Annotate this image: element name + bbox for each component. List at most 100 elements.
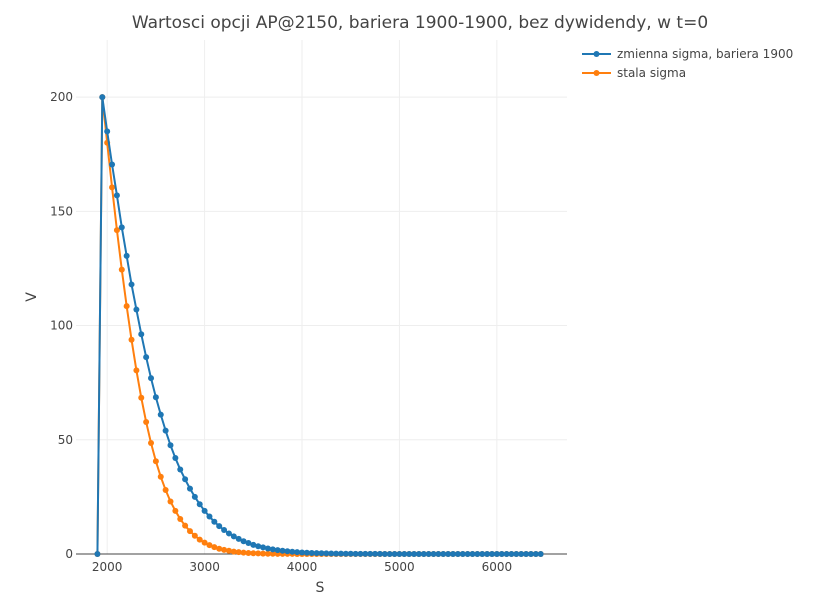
data-point[interactable] (172, 455, 179, 462)
data-point[interactable] (347, 550, 354, 557)
data-point[interactable] (118, 224, 125, 231)
data-point[interactable] (201, 507, 208, 514)
data-point[interactable] (196, 501, 203, 508)
data-point[interactable] (167, 442, 174, 449)
data-point[interactable] (225, 547, 232, 554)
data-point[interactable] (250, 550, 257, 557)
data-point[interactable] (240, 538, 247, 545)
data-point[interactable] (425, 551, 432, 557)
data-point[interactable] (294, 549, 301, 556)
data-point[interactable] (206, 513, 213, 520)
data-point[interactable] (299, 549, 306, 556)
data-point[interactable] (391, 550, 398, 557)
data-point[interactable] (172, 507, 179, 514)
data-point[interactable] (216, 545, 223, 552)
data-point[interactable] (138, 394, 145, 401)
data-point[interactable] (318, 550, 325, 557)
data-point[interactable] (152, 394, 159, 401)
data-point[interactable] (469, 551, 476, 557)
data-point[interactable] (518, 551, 525, 557)
data-point[interactable] (167, 498, 174, 505)
data-point[interactable] (454, 551, 461, 557)
data-point[interactable] (420, 551, 427, 557)
data-point[interactable] (260, 544, 267, 551)
data-point[interactable] (162, 427, 169, 434)
data-point[interactable] (128, 336, 135, 343)
data-point[interactable] (201, 539, 208, 546)
data-point[interactable] (508, 551, 515, 557)
data-point[interactable] (133, 306, 140, 313)
data-point[interactable] (362, 550, 369, 557)
data-point[interactable] (245, 540, 252, 547)
data-point[interactable] (274, 547, 281, 554)
data-point[interactable] (474, 551, 481, 557)
data-point[interactable] (488, 551, 495, 557)
data-point[interactable] (357, 550, 364, 557)
data-point[interactable] (157, 411, 164, 418)
data-point[interactable] (503, 551, 510, 557)
data-point[interactable] (143, 418, 150, 425)
legend[interactable]: zmienna sigma, bariera 1900 stala sigma (582, 47, 793, 80)
data-point[interactable] (221, 527, 228, 534)
data-point[interactable] (186, 528, 193, 535)
data-point[interactable] (308, 549, 315, 556)
data-point[interactable] (211, 544, 218, 551)
data-point[interactable] (148, 439, 155, 446)
data-point[interactable] (123, 252, 130, 259)
data-point[interactable] (450, 551, 457, 557)
data-point[interactable] (191, 532, 198, 539)
data-point[interactable] (333, 550, 340, 557)
data-point[interactable] (196, 536, 203, 543)
data-point[interactable] (123, 303, 130, 310)
data-point[interactable] (133, 367, 140, 374)
data-point[interactable] (523, 551, 530, 557)
data-point[interactable] (445, 551, 452, 557)
data-point[interactable] (406, 550, 413, 557)
data-point[interactable] (479, 551, 486, 557)
data-point[interactable] (411, 551, 418, 557)
data-point[interactable] (527, 551, 534, 557)
data-point[interactable] (303, 549, 310, 556)
data-point[interactable] (99, 94, 106, 101)
data-point[interactable] (328, 550, 335, 557)
data-point[interactable] (221, 546, 228, 553)
data-point[interactable] (109, 184, 116, 191)
legend-item[interactable]: stala sigma (582, 66, 686, 80)
data-point[interactable] (157, 473, 164, 480)
data-point[interactable] (367, 550, 374, 557)
data-point[interactable] (182, 522, 189, 529)
data-point[interactable] (113, 192, 120, 199)
data-point[interactable] (537, 551, 544, 557)
data-point[interactable] (313, 550, 320, 557)
data-point[interactable] (191, 493, 198, 500)
data-point[interactable] (245, 549, 252, 556)
data-point[interactable] (118, 266, 125, 273)
data-point[interactable] (342, 550, 349, 557)
data-point[interactable] (240, 549, 247, 556)
data-point[interactable] (250, 541, 257, 548)
data-point[interactable] (113, 227, 120, 234)
data-point[interactable] (513, 551, 520, 557)
data-point[interactable] (459, 551, 466, 557)
data-point[interactable] (162, 487, 169, 494)
data-point[interactable] (372, 550, 379, 557)
legend-item[interactable]: zmienna sigma, bariera 1900 (582, 47, 793, 61)
data-point[interactable] (396, 550, 403, 557)
data-point[interactable] (269, 550, 276, 557)
data-point[interactable] (104, 128, 111, 135)
data-point[interactable] (484, 551, 491, 557)
data-point[interactable] (182, 476, 189, 483)
data-point[interactable] (186, 485, 193, 492)
data-point[interactable] (143, 354, 150, 361)
data-point[interactable] (279, 547, 286, 554)
data-point[interactable] (264, 550, 271, 557)
data-point[interactable] (464, 551, 471, 557)
data-point[interactable] (109, 161, 116, 168)
data-point[interactable] (230, 548, 237, 555)
data-point[interactable] (177, 466, 184, 473)
data-point[interactable] (211, 518, 218, 525)
data-point[interactable] (148, 375, 155, 382)
data-point[interactable] (230, 533, 237, 540)
data-point[interactable] (206, 542, 213, 549)
data-point[interactable] (415, 551, 422, 557)
